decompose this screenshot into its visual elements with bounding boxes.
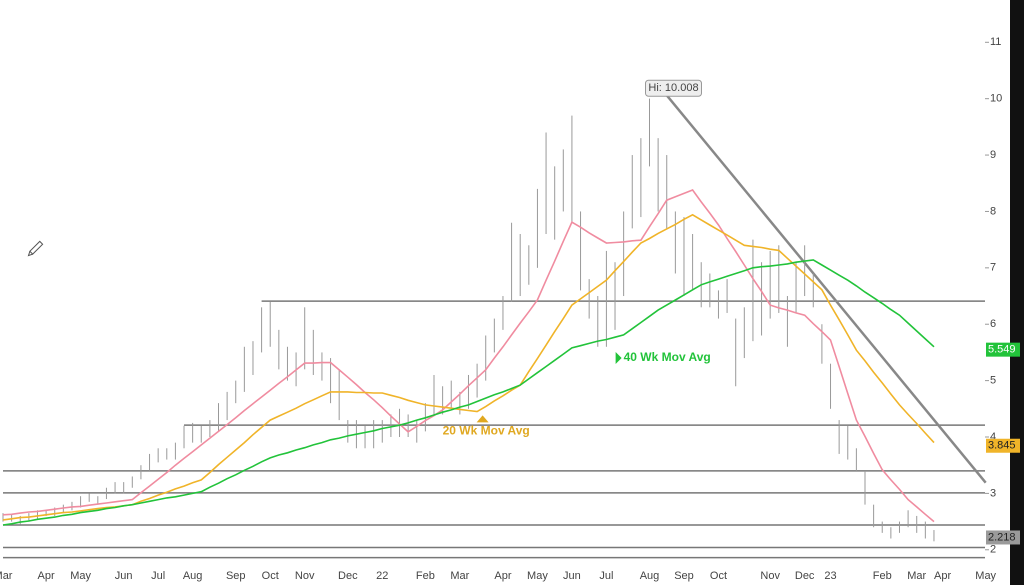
- pencil-icon[interactable]: [27, 240, 44, 257]
- annotation-marker: [476, 415, 489, 423]
- x-tick-label: Jun: [563, 570, 581, 582]
- x-tick-label: 22: [376, 570, 388, 582]
- y-tick-label: 7: [990, 262, 996, 274]
- high-label-box: [645, 79, 702, 97]
- y-tick-label: 3: [990, 487, 996, 499]
- x-tick-label: Oct: [710, 570, 727, 582]
- x-tick-label: Sep: [226, 570, 246, 582]
- x-tick-label: Aug: [183, 570, 203, 582]
- last-value-label: 5.549: [988, 344, 1016, 356]
- annotation: 20 Wk Mov Avg: [443, 424, 530, 438]
- x-tick-label: May: [527, 570, 548, 582]
- x-tick-label: Apr: [38, 570, 55, 582]
- y-tick-label: 4: [990, 431, 996, 443]
- y-tick-label: 8: [990, 205, 996, 217]
- moving-average-line: 40 Wk Mov Avg: [2, 259, 935, 526]
- x-tick-label: Aug: [640, 570, 660, 582]
- y-tick-label: 5: [990, 375, 996, 387]
- x-tick-label: May: [975, 570, 996, 582]
- y-tick-label: 9: [990, 149, 996, 161]
- moving-average-line: 20 Wk Mov Avg: [2, 213, 935, 521]
- last-value-box: [986, 530, 1020, 545]
- x-tick-label: Mar: [907, 570, 926, 582]
- x-tick-label: Feb: [416, 570, 435, 582]
- last-value-box: [986, 438, 1020, 453]
- y-tick-label: 11: [990, 36, 1001, 48]
- x-tick-label: Jul: [599, 570, 613, 582]
- x-tick-label: Mar: [0, 570, 13, 582]
- x-tick-label: Nov: [295, 570, 315, 582]
- x-tick-label: 23: [824, 570, 836, 582]
- x-tick-label: Dec: [338, 570, 358, 582]
- trend-line: [665, 94, 987, 484]
- x-tick-label: Jun: [115, 570, 133, 582]
- x-tick-label: Feb: [873, 570, 892, 582]
- x-tick-label: May: [70, 570, 91, 582]
- y-tick-label: 6: [990, 318, 996, 330]
- high-label: Hi: 10.008: [648, 82, 698, 94]
- x-tick-label: Apr: [494, 570, 511, 582]
- x-tick-label: Apr: [934, 570, 951, 582]
- x-tick-label: Sep: [674, 570, 694, 582]
- last-value-label: 3.845: [988, 440, 1016, 452]
- x-tick-label: Jul: [151, 570, 165, 582]
- x-tick-label: Nov: [760, 570, 780, 582]
- x-tick-label: Mar: [450, 570, 469, 582]
- y-tick-label: 2: [990, 544, 996, 556]
- x-tick-label: Oct: [262, 570, 279, 582]
- annotation: 40 Wk Mov Avg: [624, 350, 711, 364]
- last-value-label: 2.218: [988, 531, 1016, 543]
- last-value-box: [986, 342, 1020, 357]
- annotation-marker: [615, 352, 622, 365]
- y-tick-label: 10: [990, 93, 1002, 105]
- moving-average-line: 9 Wk Mov Avg: [2, 189, 935, 523]
- x-tick-label: Dec: [795, 570, 815, 582]
- right-strip: [1010, 0, 1024, 585]
